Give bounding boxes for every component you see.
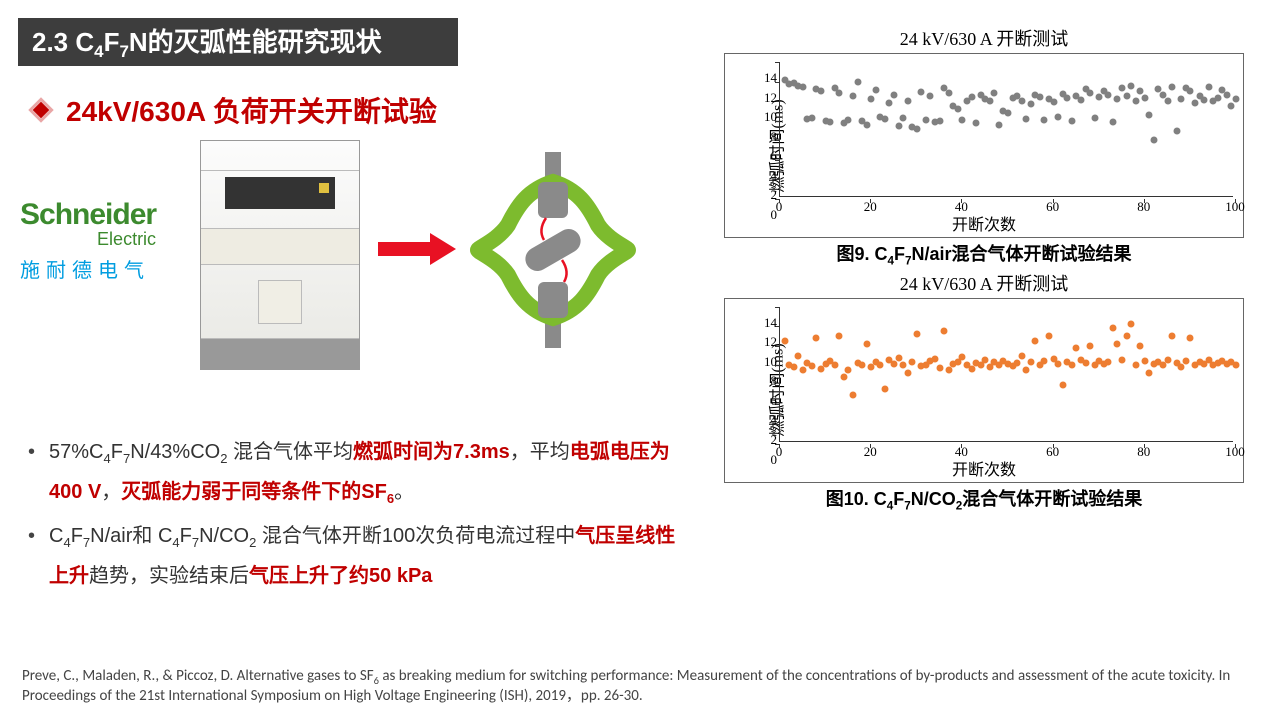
subtitle-row: 24kV/630A 负荷开关开断试验 <box>28 90 437 130</box>
subtitle-text: 24kV/630A 负荷开关开断试验 <box>66 90 437 130</box>
brand-logo: Schneider Electric 施耐德电气 <box>20 200 156 283</box>
arrow-icon <box>378 235 458 263</box>
section-title: 2.3 C4F7N的灭弧性能研究现状 <box>32 22 382 62</box>
switchgear-cabinet-illustration <box>200 140 360 370</box>
brand-name: Schneider <box>20 200 156 230</box>
chart-2-plot <box>779 307 1233 442</box>
brand-chinese: 施耐德电气 <box>20 254 156 283</box>
chart-2-caption: 图10. C4F7N/CO2混合气体开断试验结果 <box>704 485 1264 513</box>
chart-1-plot <box>779 62 1233 197</box>
chart-1-caption: 图9. C4F7N/air混合气体开断试验结果 <box>704 240 1264 268</box>
chart-2-title: 24 kV/630 A 开断测试 <box>704 270 1264 296</box>
chart-1: 24 kV/630 A 开断测试 燃弧时间(ms) 开断次数 024681012… <box>704 25 1264 268</box>
bullet-item-2: C4F7N/air和 C4F7N/CO2 混合气体开断100次负荷电流过程中气压… <box>28 516 678 596</box>
section-title-bar: 2.3 C4F7N的灭弧性能研究现状 <box>18 18 458 66</box>
bullet-list: 57%C4F7N/43%CO2 混合气体平均燃弧时间为7.3ms，平均电弧电压为… <box>28 432 678 600</box>
chart-1-title: 24 kV/630 A 开断测试 <box>704 25 1264 51</box>
bullet-item-1: 57%C4F7N/43%CO2 混合气体平均燃弧时间为7.3ms，平均电弧电压为… <box>28 432 678 512</box>
load-switch-illustration <box>468 150 638 350</box>
chart-1-box: 燃弧时间(ms) 开断次数 02468101214020406080100 <box>724 53 1244 238</box>
chart-2-box: 燃弧时间(ms) 开断次数 02468101214020406080100 <box>724 298 1244 483</box>
citation-text: Preve, C., Maladen, R., & Piccoz, D. Alt… <box>22 667 1258 706</box>
charts-column: 24 kV/630 A 开断测试 燃弧时间(ms) 开断次数 024681012… <box>704 25 1264 512</box>
bullet-diamond-icon <box>28 97 53 122</box>
chart-2: 24 kV/630 A 开断测试 燃弧时间(ms) 开断次数 024681012… <box>704 270 1264 513</box>
brand-sub: Electric <box>20 230 156 248</box>
